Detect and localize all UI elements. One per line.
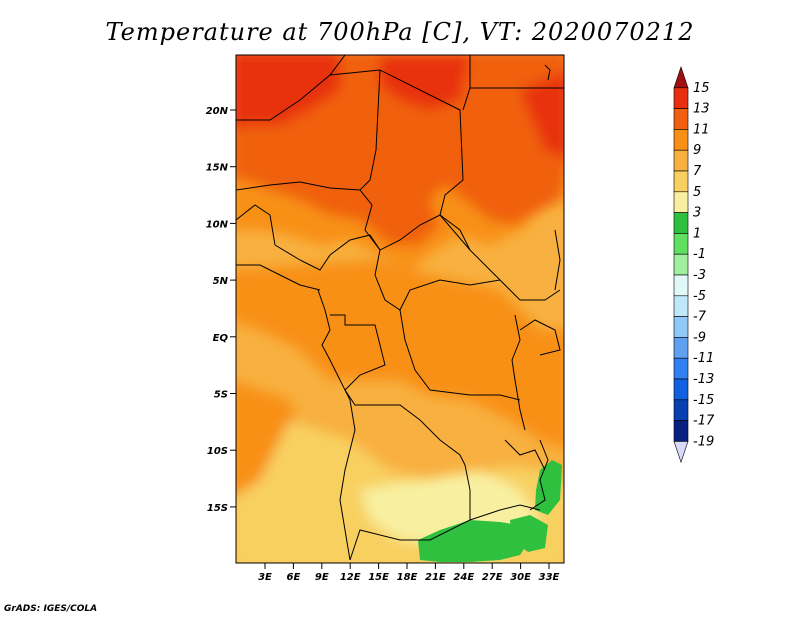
colorbar-segment xyxy=(673,191,689,213)
longitude-axis: 3E 6E 9E 12E 15E 18E 21E 24E 27E 30E 33E xyxy=(258,563,560,583)
colorbar-segment xyxy=(673,149,689,172)
colorbar-segment xyxy=(673,212,689,234)
lon-tick-label: 30E xyxy=(510,572,531,583)
lat-tick-label: 5N xyxy=(213,276,229,287)
map-frame xyxy=(235,54,565,564)
colorbar-label: -19 xyxy=(693,434,714,449)
colorbar-segment xyxy=(673,274,689,297)
map-title: Temperature at 700hPa [C], VT: 202007021… xyxy=(105,18,695,46)
colorbar-label: 15 xyxy=(693,81,710,96)
colorbar-top-arrow xyxy=(673,66,689,89)
colorbar-segment xyxy=(673,87,689,109)
colorbar-segment xyxy=(673,129,689,151)
colorbar-label: -13 xyxy=(693,372,714,387)
colorbar-label: 7 xyxy=(693,164,702,179)
colorbar-segment xyxy=(673,399,689,421)
colorbar-segment xyxy=(673,337,689,359)
lat-tick-label: 15S xyxy=(207,503,228,514)
colorbar-segment xyxy=(673,170,689,193)
lon-tick-label: 21E xyxy=(425,572,446,583)
latitude-axis: 20N 15N 10N 5N EQ 5S 10S 15S xyxy=(206,106,236,514)
lat-tick-label: 10S xyxy=(207,446,228,457)
country-borders xyxy=(236,55,564,561)
lon-tick-label: 12E xyxy=(340,572,361,583)
colorbar-label: 13 xyxy=(693,102,710,117)
lon-tick-label: 24E xyxy=(453,572,474,583)
colorbar-segment xyxy=(673,253,689,276)
colorbar-segment xyxy=(673,357,689,380)
lon-tick-label: 15E xyxy=(368,572,389,583)
colorbar: 15 13 11 9 7 5 3 1 -1 -3 -5 -7 -9 -11 -13 -15 -17 -19 xyxy=(673,66,715,464)
colorbar-label: -3 xyxy=(693,268,706,283)
lat-tick-label: 20N xyxy=(206,106,229,117)
lat-tick-label: 15N xyxy=(206,163,229,174)
colorbar-label: -9 xyxy=(693,330,706,345)
lon-tick-label: 33E xyxy=(539,572,560,583)
colorbar-label: 11 xyxy=(693,122,710,137)
lat-tick-label: 10N xyxy=(206,219,229,230)
grads-credit: GrADS: IGES/COLA xyxy=(4,604,98,614)
colorbar-bottom-arrow xyxy=(673,441,689,464)
colorbar-segment xyxy=(673,108,689,130)
colorbar-segment xyxy=(673,233,689,255)
colorbar-label: 1 xyxy=(693,226,701,241)
lat-tick-label: 5S xyxy=(214,390,228,401)
lon-tick-label: 9E xyxy=(315,572,329,583)
colorbar-label: -11 xyxy=(693,351,714,366)
colorbar-label: -5 xyxy=(693,289,706,304)
colorbar-label: -7 xyxy=(693,310,707,325)
lon-tick-label: 6E xyxy=(287,572,301,583)
colorbar-label: 5 xyxy=(693,185,701,200)
lon-tick-label: 3E xyxy=(258,572,272,583)
lon-tick-label: 18E xyxy=(397,572,418,583)
colorbar-segment xyxy=(673,378,689,401)
colorbar-segment xyxy=(673,295,689,317)
colorbar-label: -17 xyxy=(693,414,715,429)
lon-tick-label: 27E xyxy=(482,572,503,583)
colorbar-label: 9 xyxy=(693,143,701,158)
colorbar-segment xyxy=(673,420,689,442)
colorbar-segment xyxy=(673,316,689,338)
lat-tick-label: EQ xyxy=(213,333,229,344)
colorbar-label: -15 xyxy=(693,393,714,408)
colorbar-label: 3 xyxy=(693,206,701,221)
colorbar-label: -1 xyxy=(693,247,706,262)
